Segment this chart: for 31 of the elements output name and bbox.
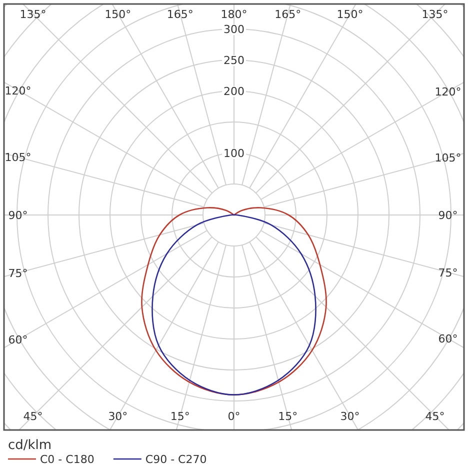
spoke-label: 135° [422,8,448,21]
spoke-label: 150° [336,8,364,21]
spoke-label: 105° [434,152,462,165]
spoke-label: 45° [425,410,445,423]
spoke-label: 30° [340,410,360,423]
spoke-label: 150° [104,8,132,21]
spoke-label: 165° [166,8,194,21]
spoke-label: 180° [220,8,248,21]
spoke-label: 90° [8,209,28,222]
spoke-label: 120° [4,84,32,98]
spoke-label: 135° [20,8,46,21]
text: cd/klm [8,438,52,453]
spoke-label: 90° [438,209,458,222]
spoke-label: 75° [438,266,458,280]
spoke-label: 15° [278,410,298,423]
y-tick-label: 200 [224,85,244,98]
legend-label: C90 - C270 [145,453,207,466]
spoke-label: 15° [170,410,190,423]
spoke-label: 75° [8,266,28,280]
spoke-label: 60° [438,332,458,346]
spoke-label: 0° [228,410,240,423]
spoke-label: 120° [434,85,462,98]
legend-label: C0 - C180 [40,453,94,466]
spoke-label: 45° [23,410,43,423]
spoke-label: 105° [4,151,32,164]
spoke-label: 60° [8,334,28,347]
y-tick-label: 250 [224,54,244,67]
spoke-label: 30° [108,410,128,423]
y-tick-label: 100 [224,147,244,160]
y-tick-label: 300 [224,23,244,36]
spoke-label: 165° [274,8,302,21]
